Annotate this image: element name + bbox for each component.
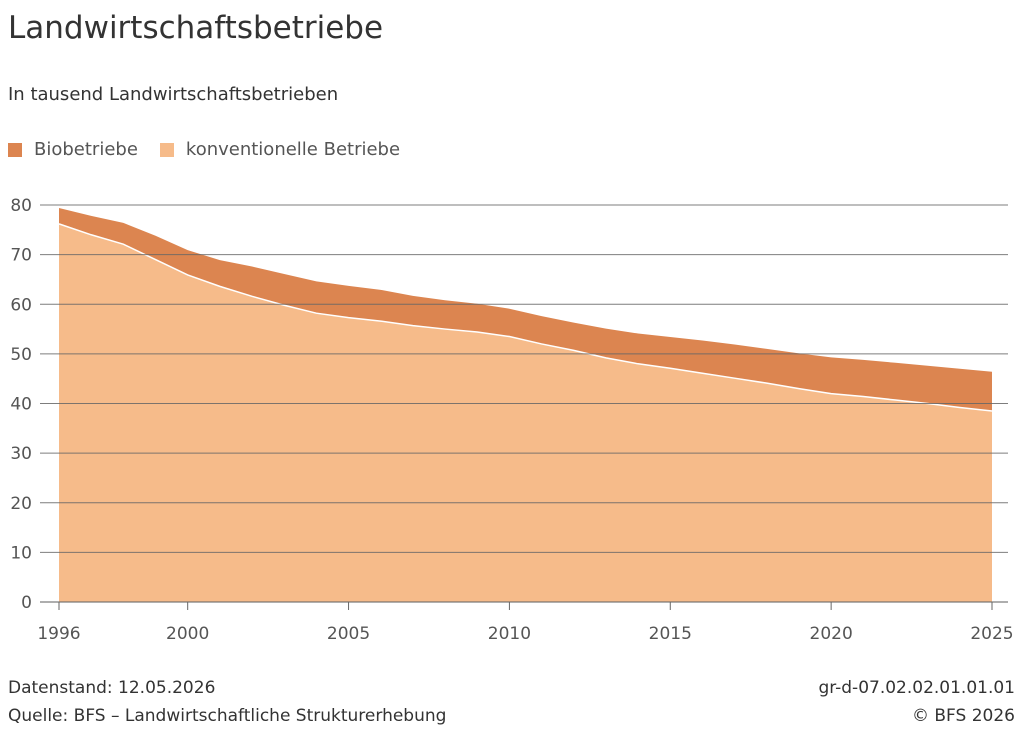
footer-datenstand: Datenstand: 12.05.2026: [8, 678, 216, 698]
chart-title: Landwirtschaftsbetriebe: [8, 10, 384, 46]
area-biobetriebe: [59, 207, 992, 411]
footer-copyright: © BFS 2026: [911, 706, 1015, 726]
x-tick-label-2020: 2020: [810, 624, 853, 644]
area-konventionelle-betriebe: [59, 223, 992, 603]
y-tick-label-50: 50: [10, 345, 32, 365]
x-tick-label-2025: 2025: [970, 624, 1013, 644]
y-tick-label-0: 0: [21, 593, 32, 613]
y-tick-label-30: 30: [10, 444, 32, 464]
legend-label-konv: konventionelle Betriebe: [185, 139, 401, 160]
legend-item-bio[interactable]: Biobetriebe: [8, 139, 138, 160]
legend-swatch-konv: [159, 142, 174, 157]
x-tick-label-2015: 2015: [649, 624, 692, 644]
series-separator-line: [58, 223, 993, 412]
y-tick-label-10: 10: [10, 543, 32, 563]
chart-areas: [58, 207, 993, 603]
x-tick-label-2005: 2005: [327, 624, 370, 644]
x-tick-label-1996: 1996: [37, 624, 80, 644]
y-tick-label-20: 20: [10, 494, 32, 514]
legend-label-bio: Biobetriebe: [34, 139, 138, 160]
legend-item-konv[interactable]: konventionelle Betriebe: [159, 139, 401, 160]
chart-subtitle: In tausend Landwirtschaftsbetrieben: [8, 84, 339, 105]
y-tick-label-70: 70: [10, 246, 32, 266]
footer-quelle: Quelle: BFS – Landwirtschaftliche Strukt…: [8, 706, 447, 726]
x-tick-label-2000: 2000: [166, 624, 209, 644]
footer-code: gr-d-07.02.02.01.01.01: [818, 678, 1015, 698]
y-tick-label-40: 40: [10, 395, 32, 415]
y-axis: 0 10 20 30 40 50 60 70 80: [10, 196, 32, 613]
y-tick-label-80: 80: [10, 196, 32, 216]
chart-grid: [40, 204, 1008, 603]
y-tick-label-60: 60: [10, 295, 32, 315]
x-tick-label-2010: 2010: [488, 624, 531, 644]
legend: Biobetriebe konventionelle Betriebe: [8, 139, 422, 160]
legend-swatch-bio: [8, 142, 22, 157]
x-axis: 1996 2000 2005 2010 2015 2020 2025: [37, 602, 1014, 644]
